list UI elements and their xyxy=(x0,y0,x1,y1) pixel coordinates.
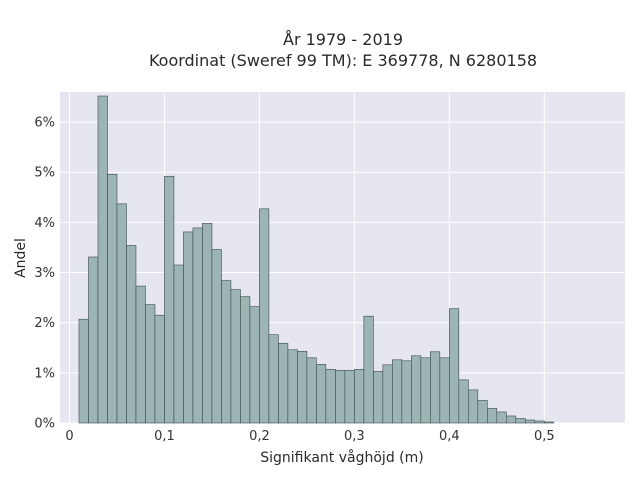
histogram-bar xyxy=(354,369,365,424)
histogram-bar xyxy=(126,245,137,424)
chart-title-line2: Koordinat (Sweref 99 TM): E 369778, N 62… xyxy=(149,51,537,70)
y-tick-label: 0% xyxy=(34,417,55,432)
histogram-bar xyxy=(430,351,441,424)
histogram-bar xyxy=(524,419,536,424)
y-axis-label: Andel xyxy=(13,238,29,278)
histogram-bar xyxy=(344,370,355,424)
histogram-bar xyxy=(468,389,479,424)
x-tick-label: 0,4 xyxy=(439,429,460,444)
y-tick-label: 4% xyxy=(34,216,55,231)
histogram-bar xyxy=(411,355,422,424)
histogram-bar xyxy=(439,357,450,424)
y-tick-label: 2% xyxy=(34,316,55,331)
histogram-bar xyxy=(145,304,156,424)
histogram-bar xyxy=(259,208,270,424)
y-tick-label: 3% xyxy=(34,266,55,281)
x-tick-label: 0,2 xyxy=(249,429,270,444)
histogram-bar xyxy=(221,280,232,424)
histogram-bar xyxy=(335,370,346,424)
histogram-bar xyxy=(116,203,127,424)
histogram-bar xyxy=(97,95,108,424)
x-tick-label: 0,3 xyxy=(344,429,365,444)
histogram-bar xyxy=(449,308,460,424)
histogram-bar xyxy=(192,227,203,424)
histogram-bar xyxy=(392,359,403,424)
y-tick-label: 5% xyxy=(34,166,55,181)
histogram-bar xyxy=(420,357,431,424)
histogram-bar xyxy=(183,231,194,424)
histogram-bar xyxy=(297,350,308,424)
histogram-bars xyxy=(78,95,555,424)
histogram-bar xyxy=(135,285,146,424)
y-tick-label: 1% xyxy=(34,366,55,381)
x-tick-label: 0 xyxy=(65,429,73,444)
y-axis-ticks: 0% 1% 2% 3% 4% 5% 6% xyxy=(34,116,55,432)
histogram-bar xyxy=(477,400,488,424)
histogram-bar xyxy=(107,173,118,424)
histogram-bar xyxy=(278,342,289,424)
y-tick-label: 6% xyxy=(34,116,55,131)
histogram-bar xyxy=(268,334,279,424)
histogram-bar xyxy=(211,249,222,424)
histogram-bar xyxy=(240,296,251,424)
histogram-bar xyxy=(325,369,336,424)
histogram-bar xyxy=(88,256,99,424)
histogram-bar xyxy=(534,420,545,424)
histogram-bar xyxy=(487,408,498,424)
x-axis-ticks: 0 0,1 0,2 0,3 0,4 0,5 xyxy=(65,429,554,444)
histogram-bar xyxy=(382,364,393,424)
histogram-bar xyxy=(230,289,241,424)
histogram-bar xyxy=(154,314,165,424)
histogram-bar xyxy=(202,223,213,424)
histogram-bar xyxy=(515,418,526,424)
histogram-bar xyxy=(401,360,412,424)
histogram-bar xyxy=(78,318,89,424)
x-axis-label: Signifikant våghöjd (m) xyxy=(260,449,423,466)
histogram-bar xyxy=(249,306,260,424)
chart-title-line1: År 1979 - 2019 xyxy=(283,30,403,49)
x-tick-label: 0,1 xyxy=(154,429,175,444)
histogram-bar xyxy=(496,411,507,424)
histogram-bar xyxy=(363,315,374,424)
histogram-bar xyxy=(173,264,184,424)
histogram-bar xyxy=(506,415,517,424)
histogram-bar xyxy=(316,364,327,424)
histogram-bar xyxy=(287,349,298,424)
histogram-bar xyxy=(164,175,175,424)
histogram-bar xyxy=(373,371,384,424)
histogram-bar xyxy=(543,421,555,424)
x-tick-label: 0,5 xyxy=(534,429,555,444)
histogram-bar xyxy=(306,357,317,424)
histogram-bar xyxy=(458,379,469,424)
